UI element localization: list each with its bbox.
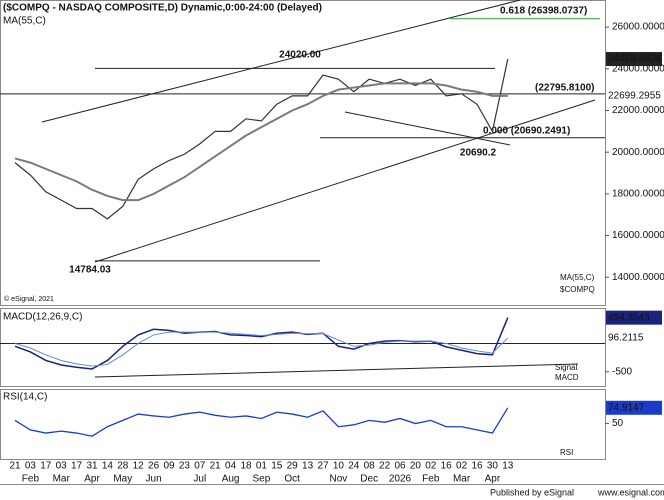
month-label: Dec <box>360 474 378 485</box>
y-tick-label: -500 <box>612 366 632 377</box>
x-tick-label: 21 <box>9 461 21 472</box>
value-box-label: 96.2115 <box>608 333 644 344</box>
x-tick-label: 03 <box>56 461 68 472</box>
legend-entry: MACD <box>555 373 579 382</box>
value-box <box>606 330 662 345</box>
x-tick-label: 04 <box>225 461 237 472</box>
annotation: 0.618 (26398.0737) <box>500 6 587 17</box>
x-tick-label: 17 <box>71 461 83 472</box>
x-tick-label: 29 <box>287 461 299 472</box>
x-tick-label: 07 <box>194 461 206 472</box>
value-box-label: 22699.2955 <box>608 91 661 102</box>
month-label: Feb <box>22 474 40 485</box>
y-tick-label: 50 <box>612 418 624 429</box>
y-tick-label: 14000.0000 <box>612 272 664 283</box>
y-tick-label: 20000.0000 <box>612 147 664 158</box>
x-tick-label: 22 <box>379 461 391 472</box>
x-tick-label: 24 <box>348 461 360 472</box>
ma-line <box>14 82 508 202</box>
x-tick-label: 03 <box>25 461 37 472</box>
legend-entry: Signal <box>555 363 577 372</box>
month-label: Feb <box>422 474 440 485</box>
x-tick-label: 27 <box>317 461 329 472</box>
month-label: May <box>113 474 132 485</box>
y-tick-label: 26000.0000 <box>612 22 664 33</box>
value-box <box>606 88 662 103</box>
month-label: Sep <box>253 474 271 485</box>
price-line <box>14 58 509 220</box>
x-tick-label: 28 <box>117 461 129 472</box>
month-label: Nov <box>330 474 348 485</box>
macd-title: MACD(12,26,9,C) <box>3 312 82 323</box>
value-box-label: 74.9147 <box>608 402 645 413</box>
x-tick-label: 21 <box>210 461 222 472</box>
rsi-line <box>14 407 509 437</box>
copyright: © eSignal, 2021 <box>4 295 54 303</box>
x-tick-label: 31 <box>86 461 98 472</box>
y-tick-label: 16000.0000 <box>612 230 664 241</box>
month-label: Jun <box>146 474 162 485</box>
x-tick-label: 09 <box>163 461 175 472</box>
month-label: Apr <box>84 474 100 485</box>
value-box <box>606 400 662 415</box>
annotation: 24020.00 <box>279 50 321 61</box>
x-tick-label: 15 <box>271 461 283 472</box>
x-tick-label: 17 <box>40 461 52 472</box>
x-tick-label: 13 <box>502 461 514 472</box>
x-tick-label: 16 <box>471 461 483 472</box>
x-tick-label: 02 <box>456 461 468 472</box>
x-tick-label: 30 <box>487 461 499 472</box>
x-tick-label: 08 <box>364 461 376 472</box>
month-label: Jul <box>193 474 206 485</box>
panel-borders <box>0 0 664 485</box>
x-tick-label: 13 <box>302 461 314 472</box>
y-tick-label: 24000.0000 <box>612 63 664 74</box>
signal-line <box>14 331 509 367</box>
month-label: Aug <box>222 474 240 485</box>
x-tick-label: 14 <box>102 461 114 472</box>
rsi-title: RSI(14,C) <box>3 392 47 403</box>
value-box <box>606 310 662 325</box>
x-tick-label: 12 <box>133 461 145 472</box>
x-tick-label: 16 <box>441 461 453 472</box>
annotation: (22795.8100) <box>535 83 595 94</box>
month-label: Oct <box>284 474 300 485</box>
value-box-label: 24468.4804 <box>608 54 661 65</box>
y-tick-label: 22000.0000 <box>612 105 664 116</box>
x-tick-label: 02 <box>425 461 437 472</box>
chart-title: ($COMPQ - NASDAQ COMPOSITE,D) Dynamic,0:… <box>3 3 322 14</box>
legend-entry: RSI <box>560 448 573 457</box>
y-tick-label: 18000.0000 <box>612 189 664 200</box>
month-label: 2026 <box>389 474 412 485</box>
x-tick-label: 01 <box>256 461 268 472</box>
annotation: 0.000 (20690.2491) <box>483 126 570 137</box>
x-tick-label: 23 <box>179 461 191 472</box>
x-tick-label: 18 <box>240 461 252 472</box>
annotation: 20690.2 <box>460 148 497 159</box>
month-label: Apr <box>485 474 501 485</box>
trend-lines <box>41 0 596 378</box>
x-tick-label: 26 <box>148 461 160 472</box>
x-tick-label: 10 <box>333 461 345 472</box>
value-box-label: 454.3543 <box>608 312 650 323</box>
annotation: 14784.03 <box>69 265 111 276</box>
x-tick-label: 20 <box>410 461 422 472</box>
legend-entry: $COMPQ <box>560 285 595 294</box>
month-label: Mar <box>453 474 471 485</box>
value-box <box>606 52 662 67</box>
ma-label: MA(55,C) <box>3 16 46 27</box>
footer-site: www.esignal.com <box>597 487 664 497</box>
month-label: Mar <box>53 474 71 485</box>
footer: Published by eSignal <box>490 487 574 497</box>
x-tick-label: 06 <box>394 461 406 472</box>
legend-entry: MA(55,C) <box>560 273 595 282</box>
